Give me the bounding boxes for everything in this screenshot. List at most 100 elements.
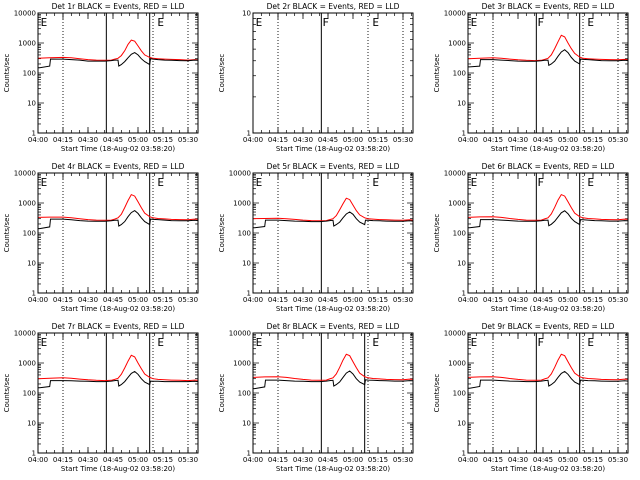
x-tick-label: 04:30 [293,136,313,144]
plot-frame [467,172,629,294]
x-tick-label: 05:15 [368,136,388,144]
x-tick-label: 04:45 [318,456,338,464]
y-axis-label: Counts/sec [433,54,441,93]
flag-label: E [157,336,164,349]
flag-label: E [41,16,48,29]
x-tick-label: 04:30 [78,456,98,464]
flag-label: E [157,16,164,29]
x-tick-label: 05:30 [608,136,628,144]
panel-title: Det 9r BLACK = Events, RED = LLD [482,322,615,331]
series-line-lld [467,34,629,62]
plot-frame [467,12,629,134]
y-tick-label: 10 [457,260,466,268]
y-tick-label: 1000 [448,200,466,208]
series-line-lld [467,193,629,221]
y-tick-label: 100 [453,230,466,238]
series-line-events [253,370,414,390]
y-tick-label: 1000 [18,40,36,48]
x-axis-label: Start Time (18-Aug-02 03:58:20) [276,465,390,473]
y-axis-label: Counts/sec [3,214,11,253]
y-tick-label: 10000 [229,330,251,338]
series-line-events [468,49,629,68]
x-tick-label: 04:00 [243,456,263,464]
plot-frame [37,332,199,454]
y-tick-label: 10 [27,260,36,268]
y-tick-label: 10000 [444,330,466,338]
panel-det-5: Det 5r BLACK = Events, RED = LLD 04:00 04:… [218,162,414,313]
flag-label: E [256,336,263,349]
x-tick-label: 04:15 [483,456,503,464]
x-tick-label: 05:15 [583,456,603,464]
panel-title: Det 5r BLACK = Events, RED = LLD [267,162,400,171]
x-axis-label: Start Time (18-Aug-02 03:58:20) [61,305,175,313]
y-tick-label: 1 [462,450,466,458]
x-axis-label: Start Time (18-Aug-02 03:58:20) [491,465,605,473]
flag-label: E [157,176,164,189]
x-axis-label: Start Time (18-Aug-02 03:58:20) [61,145,175,153]
y-tick-label: 1000 [18,360,36,368]
y-tick-label: 1 [32,130,36,138]
plot-frame [37,12,199,134]
x-tick-label: 04:00 [28,296,48,304]
y-tick-label: 1 [247,130,251,138]
y-tick-label: 100 [23,230,36,238]
x-tick-label: 04:30 [78,136,98,144]
x-tick-label: 05:15 [368,456,388,464]
panel-det-8: Det 8r BLACK = Events, RED = LLD 04:00 04:… [218,322,414,473]
y-tick-label: 100 [453,70,466,78]
x-tick-label: 04:00 [458,456,478,464]
series-line-lld [252,197,414,222]
y-tick-label: 10 [242,260,251,268]
x-tick-label: 05:30 [393,136,413,144]
y-tick-label: 10 [242,420,251,428]
flag-label: F [537,16,544,29]
y-tick-label: 1 [462,290,466,298]
y-tick-label: 100 [238,390,251,398]
x-tick-label: 04:00 [458,296,478,304]
y-tick-label: 100 [23,70,36,78]
flag-label: E [256,176,263,189]
panel-det-3: Det 3r BLACK = Events, RED = LLD 04:00 04:… [433,2,629,153]
series-line-events [468,210,629,229]
panel-title: Det 4r BLACK = Events, RED = LLD [52,162,185,171]
series-line-events [38,52,199,69]
y-tick-label: 1 [32,450,36,458]
x-tick-label: 05:15 [153,456,173,464]
flag-label: E [256,16,263,29]
flag-label: E [471,336,478,349]
x-tick-label: 05:00 [558,136,578,144]
series-line-lld [37,193,199,221]
series-line-lld [37,354,199,382]
plot-frame [252,332,414,454]
x-tick-label: 04:45 [533,136,553,144]
flag-label: E [372,336,379,349]
x-axis-label: Start Time (18-Aug-02 03:58:20) [61,465,175,473]
series-line-events [38,209,199,230]
flag-label: E [587,336,594,349]
plot-frame [252,172,414,294]
panel-title: Det 8r BLACK = Events, RED = LLD [267,322,400,331]
panel-title: Det 1r BLACK = Events, RED = LLD [52,2,185,11]
y-axis-label: Counts/sec [3,374,11,413]
x-tick-label: 04:30 [508,136,528,144]
x-tick-label: 05:00 [343,296,363,304]
y-tick-label: 100 [23,390,36,398]
flag-label: F [537,176,544,189]
y-axis-label: Counts/sec [218,54,226,93]
x-tick-label: 04:45 [533,456,553,464]
flag-label: E [471,176,478,189]
x-tick-label: 05:30 [178,136,198,144]
x-tick-label: 05:15 [583,136,603,144]
panel-title: Det 3r BLACK = Events, RED = LLD [482,2,615,11]
y-tick-label: 1 [247,450,251,458]
panel-det-4: Det 4r BLACK = Events, RED = LLD 04:00 04:… [3,162,199,313]
y-tick-label: 10000 [444,170,466,178]
x-tick-label: 04:00 [243,296,263,304]
x-axis-label: Start Time (18-Aug-02 03:58:20) [491,305,605,313]
y-tick-label: 100 [453,390,466,398]
x-tick-label: 05:15 [583,296,603,304]
y-tick-label: 1000 [233,200,251,208]
flag-label: F [322,16,329,29]
x-tick-label: 04:30 [293,296,313,304]
